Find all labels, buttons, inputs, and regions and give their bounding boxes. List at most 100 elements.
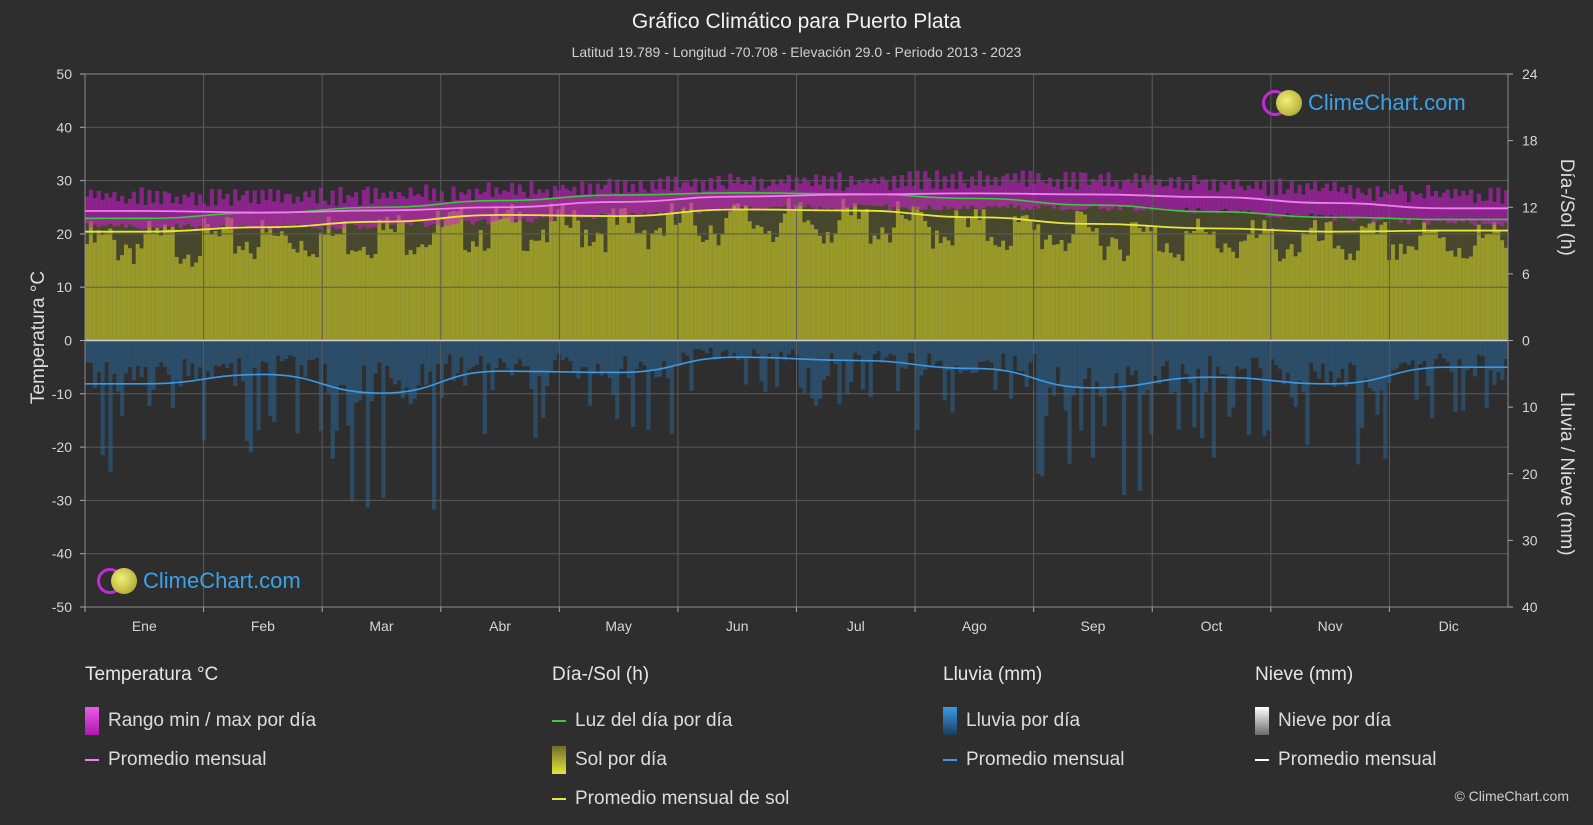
rain-day-bar	[311, 340, 316, 361]
temp-range-day-bar	[931, 188, 936, 210]
temp-range-day-bar	[973, 185, 979, 208]
rain-day-bar	[1211, 340, 1216, 458]
rain-day-bar	[564, 340, 569, 358]
temp-range-day-bar	[315, 203, 320, 228]
temp-range-day-bar	[1215, 191, 1220, 214]
sun-day-bar	[1110, 237, 1115, 341]
rain-day-bar	[131, 340, 136, 381]
y-tick-label-left: 10	[56, 279, 72, 295]
temp-range-day-bar	[1301, 194, 1306, 218]
rain-day-bar	[474, 340, 480, 365]
rain-day-bar	[927, 340, 932, 354]
rain-day-bar	[778, 340, 784, 352]
rain-day-bar	[1020, 340, 1025, 371]
rain-day-bar	[334, 340, 339, 431]
temp-range-day-bar	[166, 193, 172, 226]
rain-day-bar	[1196, 340, 1201, 370]
sun-day-bar	[412, 254, 417, 341]
rain-day-bar	[1340, 340, 1345, 369]
legend-header: Nieve (mm)	[1255, 664, 1354, 685]
rain-mean-line	[85, 356, 1509, 394]
sun-day-bar	[252, 259, 257, 341]
sun-day-bar	[213, 231, 218, 341]
rain-day-bar	[404, 340, 409, 388]
temp-range-day-bar	[962, 183, 967, 206]
rain-day-bar	[872, 340, 877, 355]
sun-day-bar	[1001, 240, 1006, 341]
temp-range-day-bar	[252, 190, 257, 230]
sun-day-bar	[661, 235, 667, 341]
sun-day-bar	[287, 242, 292, 341]
sun-day-bar	[428, 244, 433, 341]
rain-day-bar	[591, 340, 597, 375]
x-tick-label: Abr	[489, 618, 511, 634]
temp-range-day-bar	[892, 175, 897, 208]
sun-day-bar	[396, 215, 402, 341]
rain-day-bar	[529, 340, 534, 389]
rain-day-bar	[685, 340, 690, 356]
temp-range-day-bar	[490, 196, 495, 222]
sun-day-bar	[159, 235, 164, 341]
rain-day-bar	[1098, 340, 1103, 397]
sun-day-bar	[985, 240, 990, 341]
sun-day-bar	[1433, 229, 1439, 341]
temp-range-day-bar	[276, 189, 281, 230]
temp-range-day-bar	[1047, 177, 1053, 206]
sun-day-bar	[919, 211, 924, 341]
rain-day-bar	[712, 340, 717, 360]
temp-range-day-bar	[1071, 172, 1076, 210]
temp-range-day-bar	[1320, 187, 1326, 216]
rain-day-bar	[1375, 340, 1380, 415]
rain-day-bar	[291, 340, 296, 357]
sun-day-bar	[1441, 237, 1446, 341]
temp-range-day-bar	[1445, 189, 1450, 224]
sun-day-bar	[1359, 225, 1365, 341]
sun-day-bar	[552, 221, 558, 341]
rain-day-bar	[225, 340, 230, 369]
sun-day-bar	[587, 245, 593, 341]
rain-day-bar	[155, 340, 160, 368]
rain-day-bar	[1168, 340, 1174, 395]
rain-day-bar	[739, 340, 745, 359]
sun-day-bar	[1297, 252, 1302, 341]
rain-day-bar	[595, 340, 600, 364]
legend-header: Temperatura °C	[85, 664, 219, 685]
temp-range-day-bar	[1008, 180, 1014, 204]
rain-day-bar	[1094, 340, 1099, 382]
legend-item-temp-mean: Promedio mensual	[85, 740, 316, 779]
temp-range-day-bar	[880, 176, 885, 207]
sun-day-bar	[1122, 261, 1127, 341]
sun-day-bar	[459, 206, 464, 341]
y-tick-label-right-hours: 6	[1522, 266, 1530, 282]
rain-day-bar	[1254, 340, 1259, 358]
rain-day-bar	[697, 340, 702, 350]
sun-day-bar	[1020, 215, 1025, 341]
temp-range-day-bar	[1137, 187, 1142, 211]
temp-range-day-bar	[1359, 192, 1365, 218]
rain-day-bar	[361, 340, 367, 366]
rain-day-bar	[1157, 340, 1162, 384]
sun-day-bar	[907, 220, 912, 341]
rain-day-bar	[396, 340, 402, 381]
temp-range-day-bar	[1055, 178, 1060, 206]
sun-day-bar	[1157, 250, 1162, 341]
temp-range-day-bar	[517, 184, 522, 222]
rain-day-bar	[1184, 340, 1189, 375]
sun-day-bar	[1445, 251, 1450, 341]
rain-day-bar	[923, 340, 928, 371]
sun-day-bar	[767, 230, 772, 341]
legend-label: Rango min / max por día	[108, 709, 317, 731]
y-tick-label-left: 0	[64, 333, 72, 349]
rain-swatch	[943, 706, 957, 735]
rain-day-bar	[782, 340, 788, 361]
rain-day-bar	[1028, 340, 1033, 363]
sun-day-bar	[381, 230, 386, 341]
temp-range-day-bar	[1005, 173, 1010, 208]
rain-day-bar	[377, 340, 382, 363]
temp-range-day-bar	[225, 193, 230, 227]
temp-range-day-bar	[743, 181, 749, 207]
temp-range-day-bar	[1094, 181, 1099, 206]
sun-day-bar	[1492, 222, 1497, 341]
sun-day-bar	[307, 256, 312, 341]
temp-range-day-bar	[272, 201, 277, 227]
